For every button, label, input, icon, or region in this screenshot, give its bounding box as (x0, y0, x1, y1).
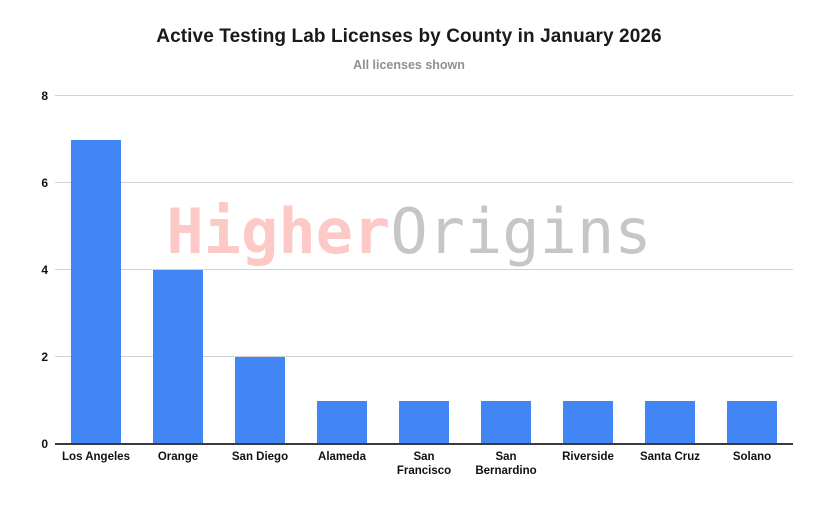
gridline (55, 182, 793, 183)
bars-layer (55, 96, 793, 444)
bar[interactable] (645, 400, 695, 444)
x-axis-labels: Los Angeles Orange San Diego Alameda San Fra… (55, 450, 793, 495)
bar[interactable] (563, 400, 613, 444)
y-axis: 0 2 4 6 8 (0, 90, 48, 450)
bar[interactable] (71, 139, 121, 444)
x-axis-tick-label: Santa Cruz (639, 451, 701, 463)
y-axis-tick-label: 4 (41, 263, 48, 277)
chart-subtitle: All licenses shown (353, 58, 465, 72)
y-axis-tick-label: 8 (41, 89, 48, 103)
x-axis-tick-label: San Diego (231, 451, 289, 463)
x-axis-tick-label: Solano (732, 451, 772, 463)
x-axis-tick-label: Alameda (318, 451, 366, 463)
bar[interactable] (727, 400, 777, 444)
x-axis-baseline (55, 443, 793, 445)
y-axis-tick-label: 2 (41, 350, 48, 364)
y-axis-tick-label: 0 (41, 437, 48, 451)
gridline (55, 356, 793, 357)
x-axis-tick-label: San Francisco (396, 451, 452, 477)
bar[interactable] (153, 270, 203, 444)
bar[interactable] (317, 400, 367, 444)
bar[interactable] (481, 400, 531, 444)
plot-area (55, 95, 793, 445)
gridline (55, 269, 793, 270)
x-axis-tick-label: Riverside (562, 451, 614, 463)
y-axis-tick-label: 6 (41, 176, 48, 190)
x-axis-tick-label: San Bernardino (475, 451, 537, 477)
x-axis-tick-label: Orange (157, 451, 199, 463)
bar[interactable] (399, 400, 449, 444)
x-axis-tick-label: Los Angeles (62, 451, 130, 463)
gridline (55, 95, 793, 96)
bar[interactable] (235, 357, 285, 444)
chart-title: Active Testing Lab Licenses by County in… (156, 26, 662, 47)
